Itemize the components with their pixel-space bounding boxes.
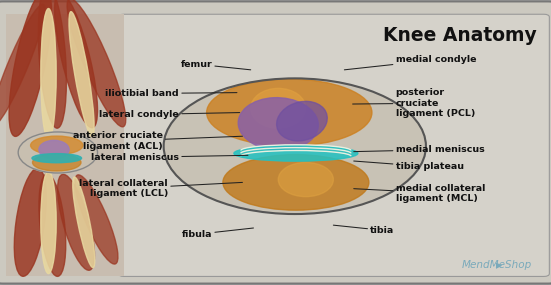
Ellipse shape [278,162,333,197]
Ellipse shape [207,79,372,146]
Circle shape [164,78,426,214]
Ellipse shape [38,0,67,128]
Text: ▸: ▸ [496,259,503,272]
Ellipse shape [41,171,56,274]
Text: medial meniscus: medial meniscus [354,145,484,154]
Ellipse shape [57,174,95,270]
FancyBboxPatch shape [118,14,549,276]
Ellipse shape [31,136,83,154]
Text: lateral meniscus: lateral meniscus [91,153,248,162]
Ellipse shape [238,98,318,150]
Ellipse shape [39,141,69,159]
Text: Knee Anatomy: Knee Anatomy [383,26,537,45]
Ellipse shape [75,175,118,264]
Ellipse shape [0,4,45,127]
Ellipse shape [41,9,56,140]
Text: medial collateral
ligament (MCL): medial collateral ligament (MCL) [354,184,485,203]
Text: tibia plateau: tibia plateau [354,161,463,171]
Text: anterior cruciate
ligament (ACL): anterior cruciate ligament (ACL) [73,131,242,151]
Ellipse shape [73,177,95,268]
Text: fibula: fibula [182,228,253,239]
Text: medial condyle: medial condyle [344,55,476,70]
Ellipse shape [67,0,126,127]
Text: lateral condyle: lateral condyle [99,110,240,119]
Ellipse shape [33,154,81,171]
Ellipse shape [223,154,369,210]
Text: tibia: tibia [333,225,395,235]
Text: posterior
cruciate
ligament (PCL): posterior cruciate ligament (PCL) [353,88,475,118]
Ellipse shape [234,145,358,161]
Ellipse shape [69,12,94,137]
Ellipse shape [39,174,66,276]
Ellipse shape [251,88,306,128]
Text: MendMeShop: MendMeShop [462,260,532,270]
Text: femur: femur [180,60,251,70]
Ellipse shape [9,0,52,137]
Ellipse shape [55,0,98,128]
FancyBboxPatch shape [6,14,124,276]
Ellipse shape [32,154,82,163]
Ellipse shape [277,101,327,141]
Ellipse shape [14,168,46,276]
Text: lateral collateral
ligament (LCL): lateral collateral ligament (LCL) [79,179,242,198]
Circle shape [18,132,98,173]
Text: iliotibial band: iliotibial band [105,89,237,98]
